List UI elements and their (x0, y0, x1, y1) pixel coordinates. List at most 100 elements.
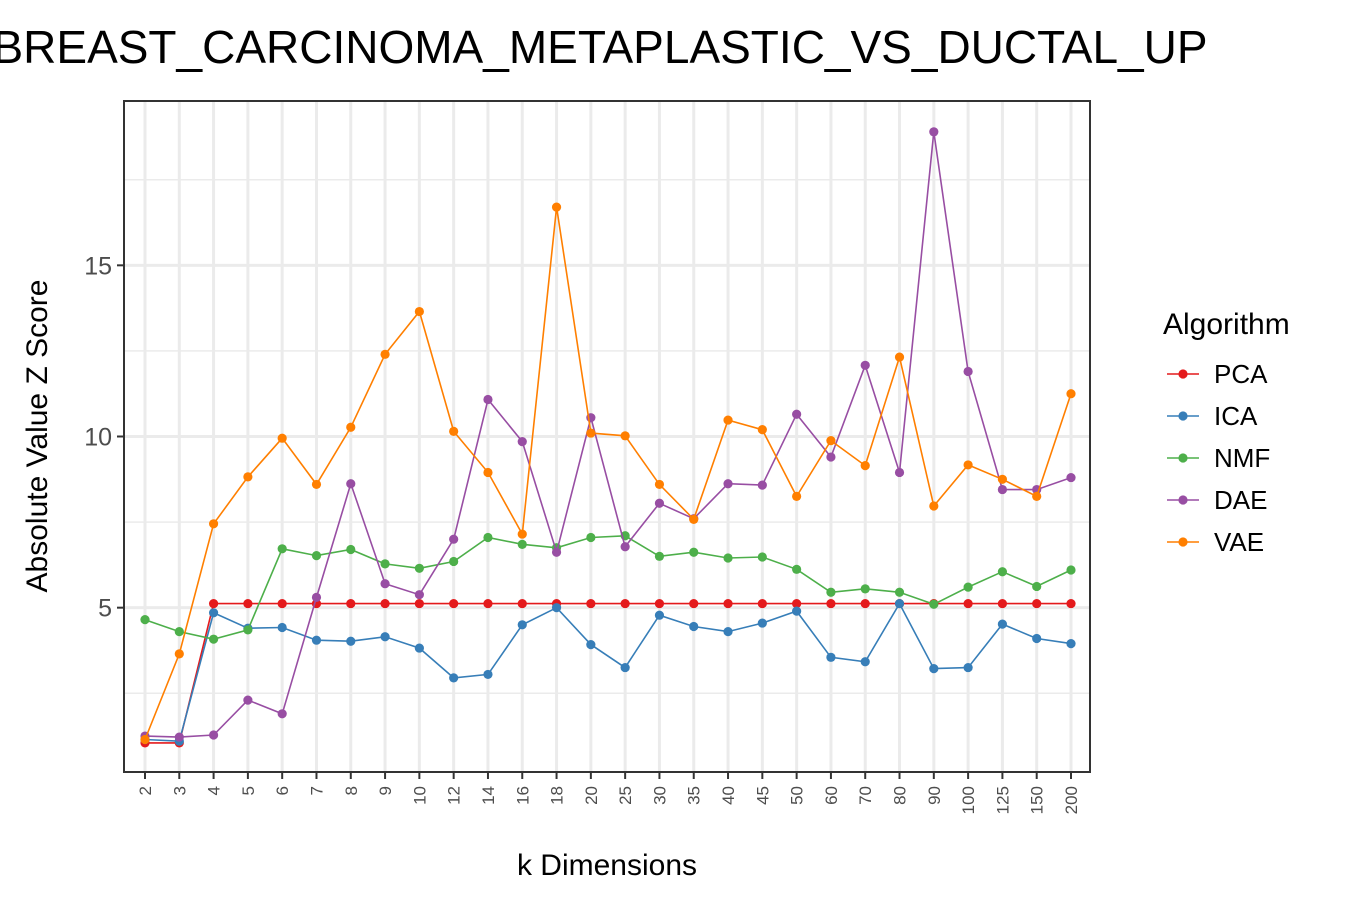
data-point-vae (689, 514, 699, 524)
data-point-vae (757, 425, 767, 435)
data-point-ica (1032, 633, 1042, 644)
data-point-vae (963, 460, 973, 470)
data-point-pca (723, 598, 733, 609)
data-point-ica (380, 632, 390, 642)
data-point-ica (723, 627, 733, 637)
data-point-ica (483, 669, 493, 680)
data-point-vae (620, 431, 630, 441)
data-point-ica (449, 673, 459, 683)
data-point-dae (243, 695, 253, 705)
x-tick-label: 35 (685, 786, 704, 805)
data-point-nmf (654, 551, 665, 561)
data-point-nmf (757, 552, 767, 562)
x-tick-label: 200 (1062, 786, 1081, 814)
data-point-dae (997, 484, 1008, 495)
legend-items: PCA ICA NMF DAE VAE (1167, 359, 1270, 557)
data-point-pca (449, 598, 459, 609)
x-tick-label: 14 (479, 786, 498, 805)
legend-label: ICA (1214, 401, 1258, 431)
data-point-dae (277, 709, 287, 719)
data-point-nmf (346, 544, 356, 555)
data-point-dae (414, 590, 424, 600)
legend: Algorithm PCA ICA NMF DAE VAE (1163, 308, 1290, 557)
x-tick-label: 18 (548, 786, 567, 805)
data-point-dae (380, 579, 390, 589)
data-point-ica (757, 618, 767, 628)
data-point-nmf (277, 544, 287, 554)
data-point-pca (620, 598, 630, 609)
data-point-ica (792, 606, 802, 616)
legend-key-point (1178, 453, 1188, 463)
series-line-nmf (144, 534, 1072, 641)
data-point-nmf (586, 532, 596, 543)
data-point-dae (723, 479, 733, 489)
data-point-ica (997, 619, 1008, 629)
data-point-pca (997, 598, 1008, 609)
x-tick-label: 5 (239, 786, 258, 795)
data-point-nmf (963, 582, 973, 592)
x-tick-label: 6 (273, 786, 292, 795)
data-point-vae (277, 433, 287, 443)
data-point-ica (517, 620, 527, 630)
x-tick-label: 8 (342, 786, 361, 795)
data-point-vae (483, 467, 493, 478)
data-point-vae (997, 474, 1008, 484)
x-tick-label: 50 (788, 786, 807, 805)
data-point-dae (826, 452, 836, 462)
data-point-nmf (140, 615, 150, 625)
data-point-dae (483, 394, 493, 405)
data-point-vae (311, 479, 322, 490)
data-point-dae (174, 732, 184, 742)
data-point-pca (1032, 598, 1042, 609)
data-point-ica (208, 608, 219, 618)
data-point-nmf (414, 563, 424, 573)
x-axis-title: k Dimensions (517, 849, 697, 882)
data-point-pca (483, 598, 493, 609)
data-point-vae (174, 649, 184, 659)
legend-title: Algorithm (1163, 308, 1290, 341)
data-point-ica (346, 636, 356, 646)
data-point-pca (654, 598, 665, 609)
data-point-ica (414, 643, 424, 653)
data-point-vae (826, 436, 836, 446)
data-point-dae (963, 366, 973, 377)
data-point-dae (208, 730, 219, 740)
series-ica (140, 598, 1076, 746)
x-tick-label: 7 (307, 786, 326, 795)
legend-item-nmf: NMF (1167, 443, 1270, 473)
data-point-vae (243, 472, 253, 482)
legend-item-vae: VAE (1167, 527, 1264, 557)
legend-key-point (1178, 369, 1188, 379)
data-point-vae (346, 422, 356, 432)
legend-item-pca: PCA (1167, 359, 1268, 389)
x-tick-label: 125 (993, 786, 1012, 814)
data-point-nmf (311, 551, 322, 561)
data-point-dae (449, 534, 459, 544)
data-point-nmf (997, 567, 1008, 577)
data-point-vae (894, 352, 905, 362)
series-vae (140, 202, 1076, 745)
data-point-dae (757, 480, 767, 490)
data-point-vae (792, 491, 802, 502)
y-tick-label: 10 (84, 424, 112, 452)
data-point-pca (243, 598, 253, 609)
data-point-nmf (380, 559, 390, 569)
data-point-nmf (826, 587, 836, 597)
data-point-pca (346, 598, 356, 609)
data-point-ica (689, 621, 699, 632)
data-point-ica (277, 622, 287, 633)
series-layer (140, 127, 1076, 748)
data-point-dae (894, 467, 905, 478)
data-point-nmf (483, 532, 493, 543)
x-tick-label: 90 (925, 786, 944, 805)
data-point-dae (860, 360, 870, 370)
data-point-nmf (723, 553, 733, 563)
data-point-nmf (1066, 565, 1076, 575)
x-tick-label: 25 (616, 786, 635, 805)
x-tick-label: 3 (170, 786, 189, 795)
x-tick-label: 4 (205, 786, 224, 795)
x-tick-label: 60 (822, 786, 841, 805)
data-point-vae (1066, 389, 1076, 399)
data-point-pca (586, 598, 596, 609)
